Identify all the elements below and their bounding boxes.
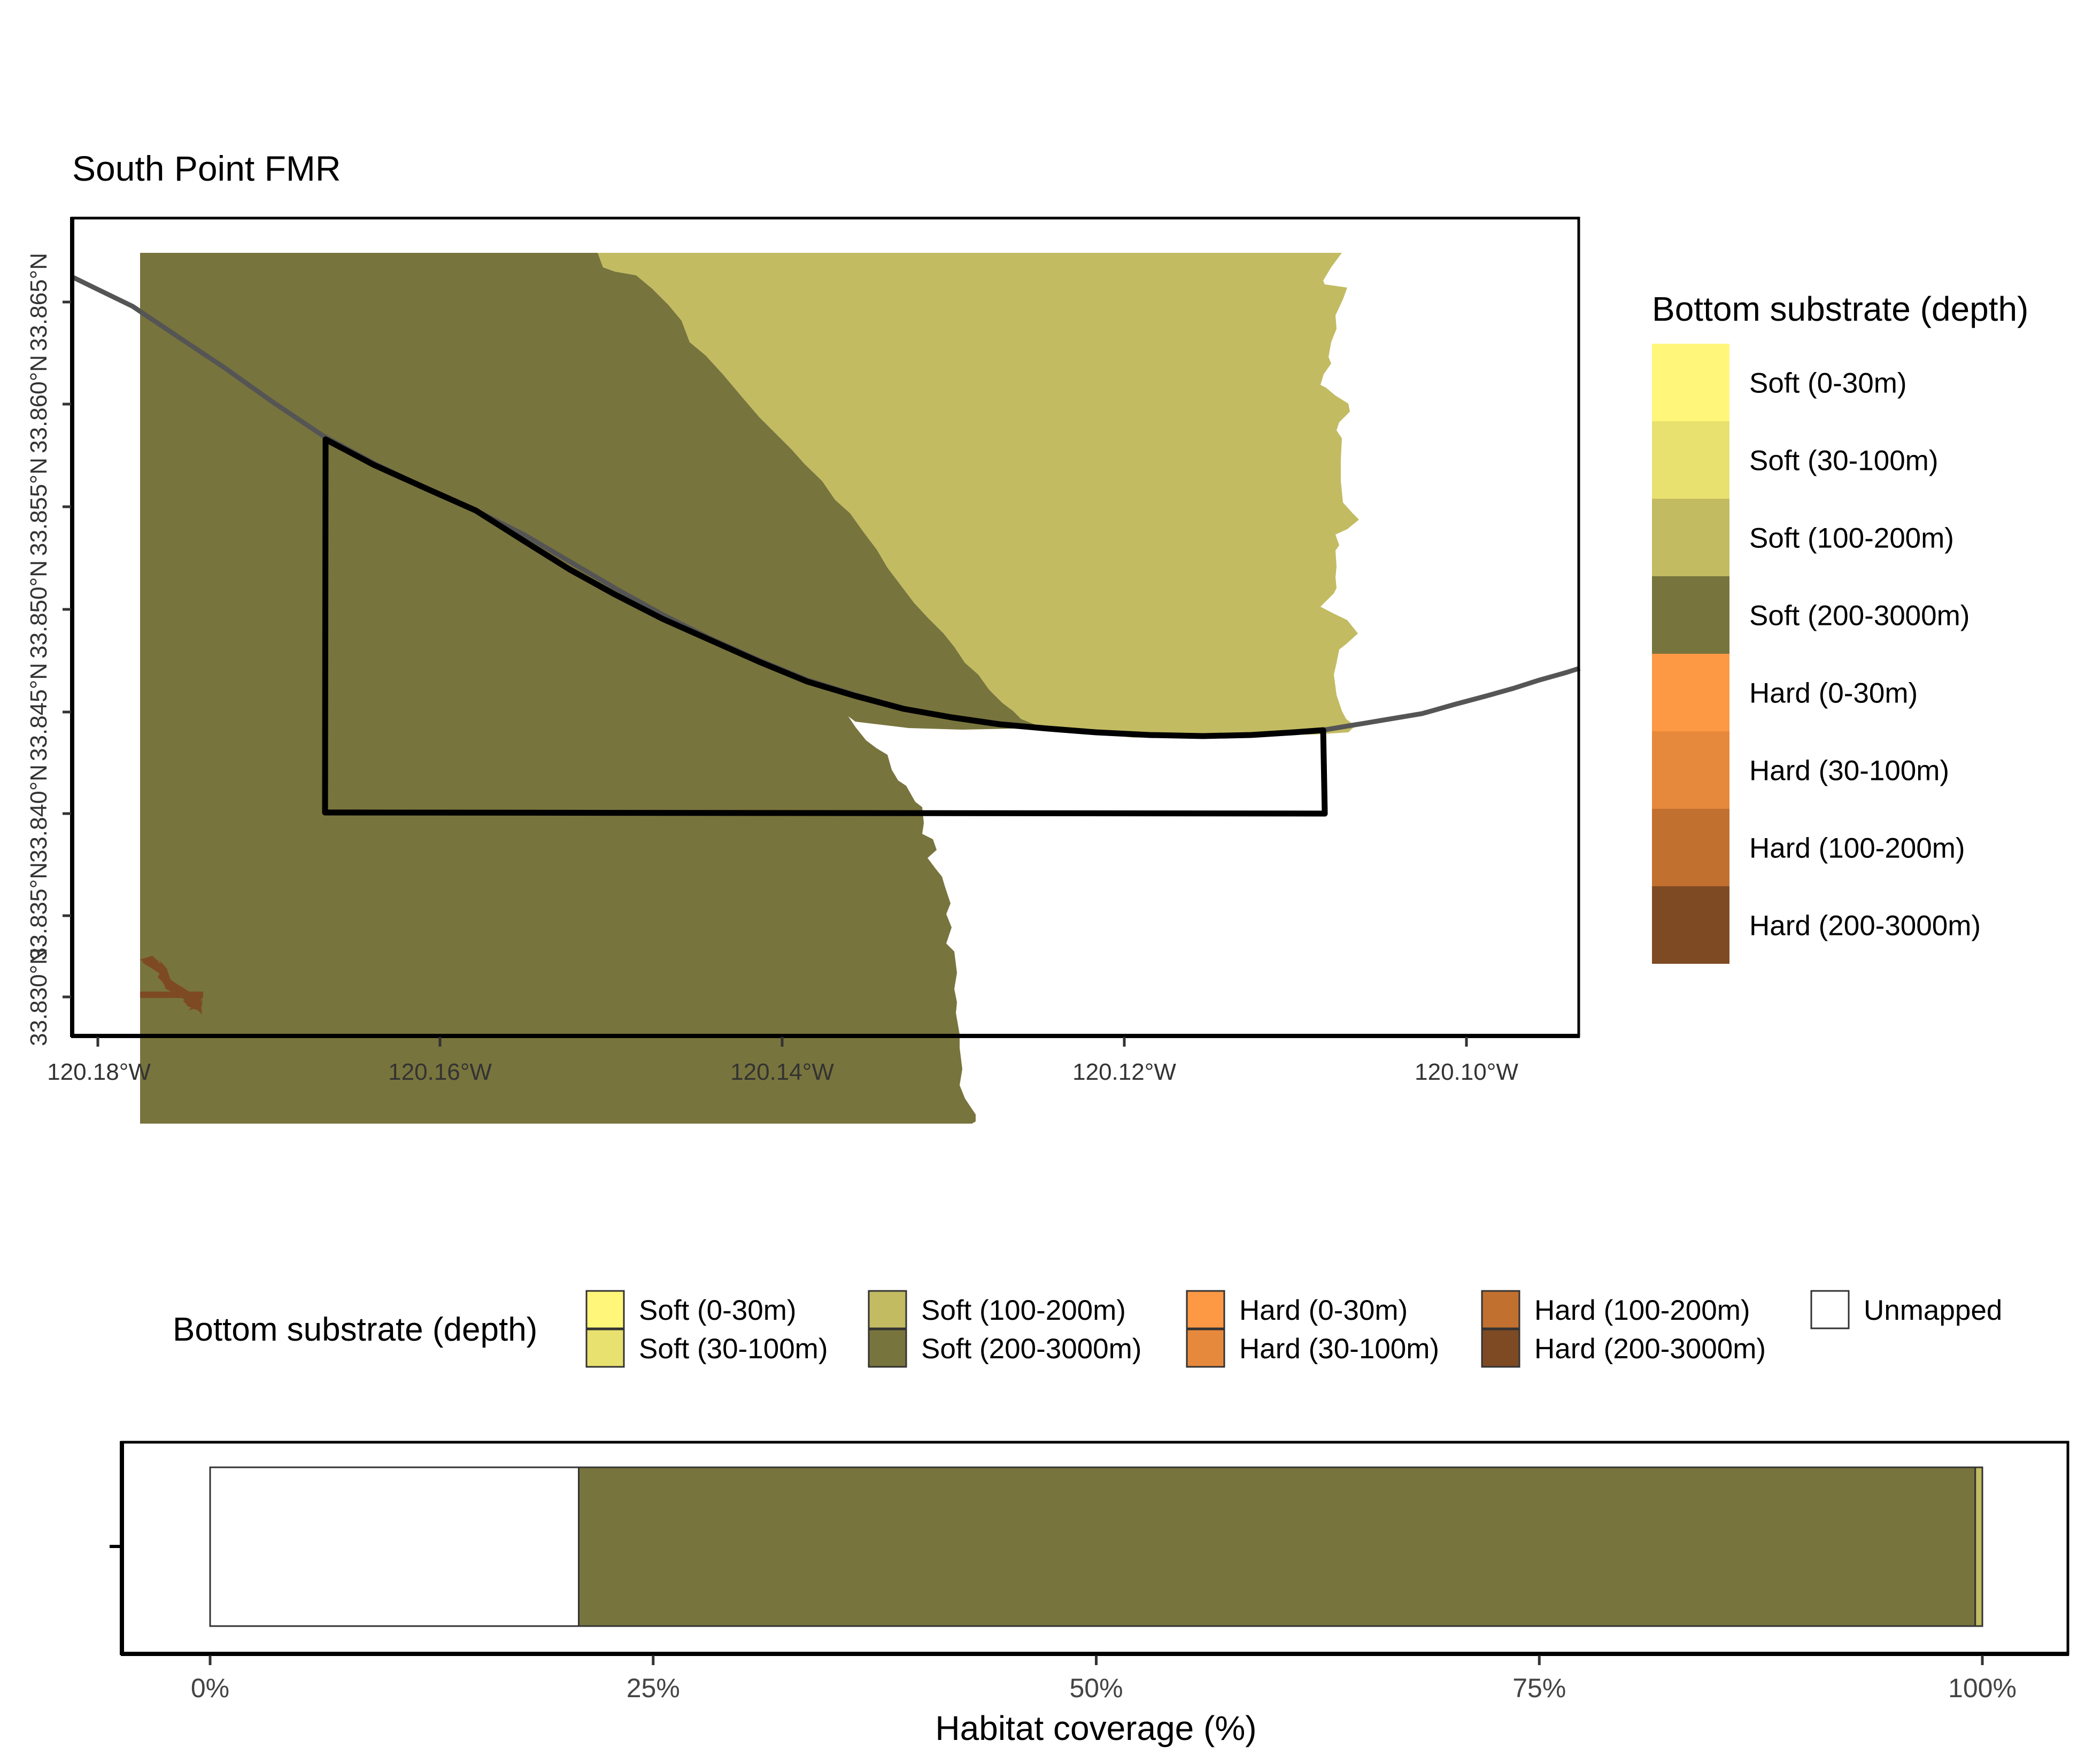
map-y-tick-label: 33.860°N [26, 355, 52, 453]
map-x-tick-label: 120.10°W [1415, 1059, 1518, 1085]
coverage-legend-label: Hard (100-200m) [1534, 1295, 1750, 1326]
map-x-tick-label: 120.12°W [1072, 1059, 1176, 1085]
map-legend-label: Soft (100-200m) [1749, 523, 1954, 554]
coverage-legend-title: Bottom substrate (depth) [173, 1311, 537, 1348]
map-y-tick-label: 33.850°N [26, 560, 52, 659]
map-legend-swatch [1652, 654, 1729, 731]
coverage-x-ticks: 0% 25% 50% 75% 100% [191, 1655, 2017, 1703]
coverage-legend-swatch [868, 1328, 907, 1368]
map-legend-swatch [1652, 421, 1729, 499]
coverage-legend-label: Soft (100-200m) [921, 1295, 1126, 1326]
map-legend-label: Hard (200-3000m) [1749, 910, 1981, 942]
map-y-tick-label: 33.845°N [26, 663, 52, 761]
coverage-legend-swatch [585, 1328, 625, 1368]
coverage-legend-swatch [1481, 1328, 1520, 1368]
habitat-soft-200-3000 [140, 253, 1040, 1124]
map-legend-label: Soft (0-30m) [1749, 368, 1907, 399]
map-legend-swatch [1652, 886, 1729, 964]
map-legend-label: Hard (0-30m) [1749, 678, 1918, 709]
map-panel: 120.18°W 120.16°W 120.14°W 120.12°W 120.… [26, 216, 1581, 1124]
fmr-boundary [322, 436, 1328, 817]
map-y-ticks: 33.830°N 33.835°N 33.840°N 33.845°N 33.8… [26, 253, 71, 1046]
coverage-legend-swatch [868, 1290, 907, 1329]
coverage-legend-swatch [1186, 1290, 1225, 1329]
map-y-tick-label: 33.840°N [26, 764, 52, 863]
coverage-bar-segment [1974, 1466, 1983, 1627]
map-x-tick-label: 120.18°W [47, 1059, 151, 1085]
coverage-x-tick-label: 75% [1512, 1673, 1566, 1703]
map-y-tick-label: 33.830°N [26, 948, 52, 1046]
coverage-x-tick-label: 100% [1948, 1673, 2017, 1703]
map-legend-label: Soft (30-100m) [1749, 445, 1938, 477]
map-legend-title: Bottom substrate (depth) [1652, 290, 2028, 328]
coverage-legend-label: Unmapped [1864, 1295, 2002, 1326]
coverage-legend-label: Hard (200-3000m) [1534, 1333, 1766, 1365]
coverage-x-tick-label: 50% [1069, 1673, 1123, 1703]
coverage-x-axis-title: Habitat coverage (%) [935, 1709, 1256, 1747]
map-legend-swatch [1652, 576, 1729, 654]
map-legend-label: Hard (100-200m) [1749, 833, 1965, 864]
map-legend-swatch [1652, 499, 1729, 576]
coverage-bar-segment [578, 1466, 1976, 1627]
coverage-bars [209, 1466, 1983, 1627]
coverage-legend: Bottom substrate (depth) Soft (0-30m)Sof… [173, 1290, 2002, 1368]
map-legend-label: Soft (200-3000m) [1749, 600, 1970, 632]
coverage-legend-label: Soft (0-30m) [639, 1295, 797, 1326]
map-legend-swatch [1652, 731, 1729, 809]
coverage-x-tick-label: 0% [191, 1673, 229, 1703]
map-legend-items: Soft (0-30m) Soft (30-100m) Soft (100-200m… [1652, 344, 1981, 964]
coverage-legend-label: Soft (200-3000m) [921, 1333, 1141, 1365]
coverage-x-tick-label: 25% [627, 1673, 680, 1703]
coverage-legend-label: Hard (0-30m) [1239, 1295, 1408, 1326]
coverage-legend-label: Hard (30-100m) [1239, 1333, 1439, 1365]
coverage-bar-segment [209, 1466, 580, 1627]
habitat-soft-100-200 [598, 253, 1359, 738]
map-y-tick-label: 33.855°N [26, 458, 52, 556]
map-legend-swatch [1652, 809, 1729, 886]
map-legend-swatch [1652, 344, 1729, 421]
map-x-ticks: 120.18°W 120.16°W 120.14°W 120.12°W 120.… [47, 1037, 1518, 1085]
map-legend: Bottom substrate (depth) Soft (0-30m)Sof… [1652, 290, 2028, 964]
map-legend-label: Hard (30-100m) [1749, 755, 1949, 787]
map-y-tick-label: 33.835°N [26, 862, 52, 961]
coverage-legend-swatch [1186, 1328, 1225, 1368]
coverage-legend-label: Soft (30-100m) [639, 1333, 828, 1365]
habitat-hard-foot [140, 992, 203, 998]
map-title: South Point FMR [72, 149, 341, 188]
coverage-legend-items: Soft (0-30m) Soft (30-100m) Soft (100-200m… [585, 1290, 2002, 1368]
map-x-tick-label: 120.16°W [388, 1059, 492, 1085]
coverage-chart: 0% 25% 50% 75% 100% Habitat coverage (%) [110, 1441, 2069, 1747]
coverage-legend-swatch [1481, 1290, 1520, 1329]
coverage-legend-swatch [585, 1290, 625, 1329]
map-x-tick-label: 120.14°W [730, 1059, 834, 1085]
map-y-tick-label: 33.865°N [26, 253, 52, 351]
coverage-legend-swatch [1810, 1290, 1850, 1329]
